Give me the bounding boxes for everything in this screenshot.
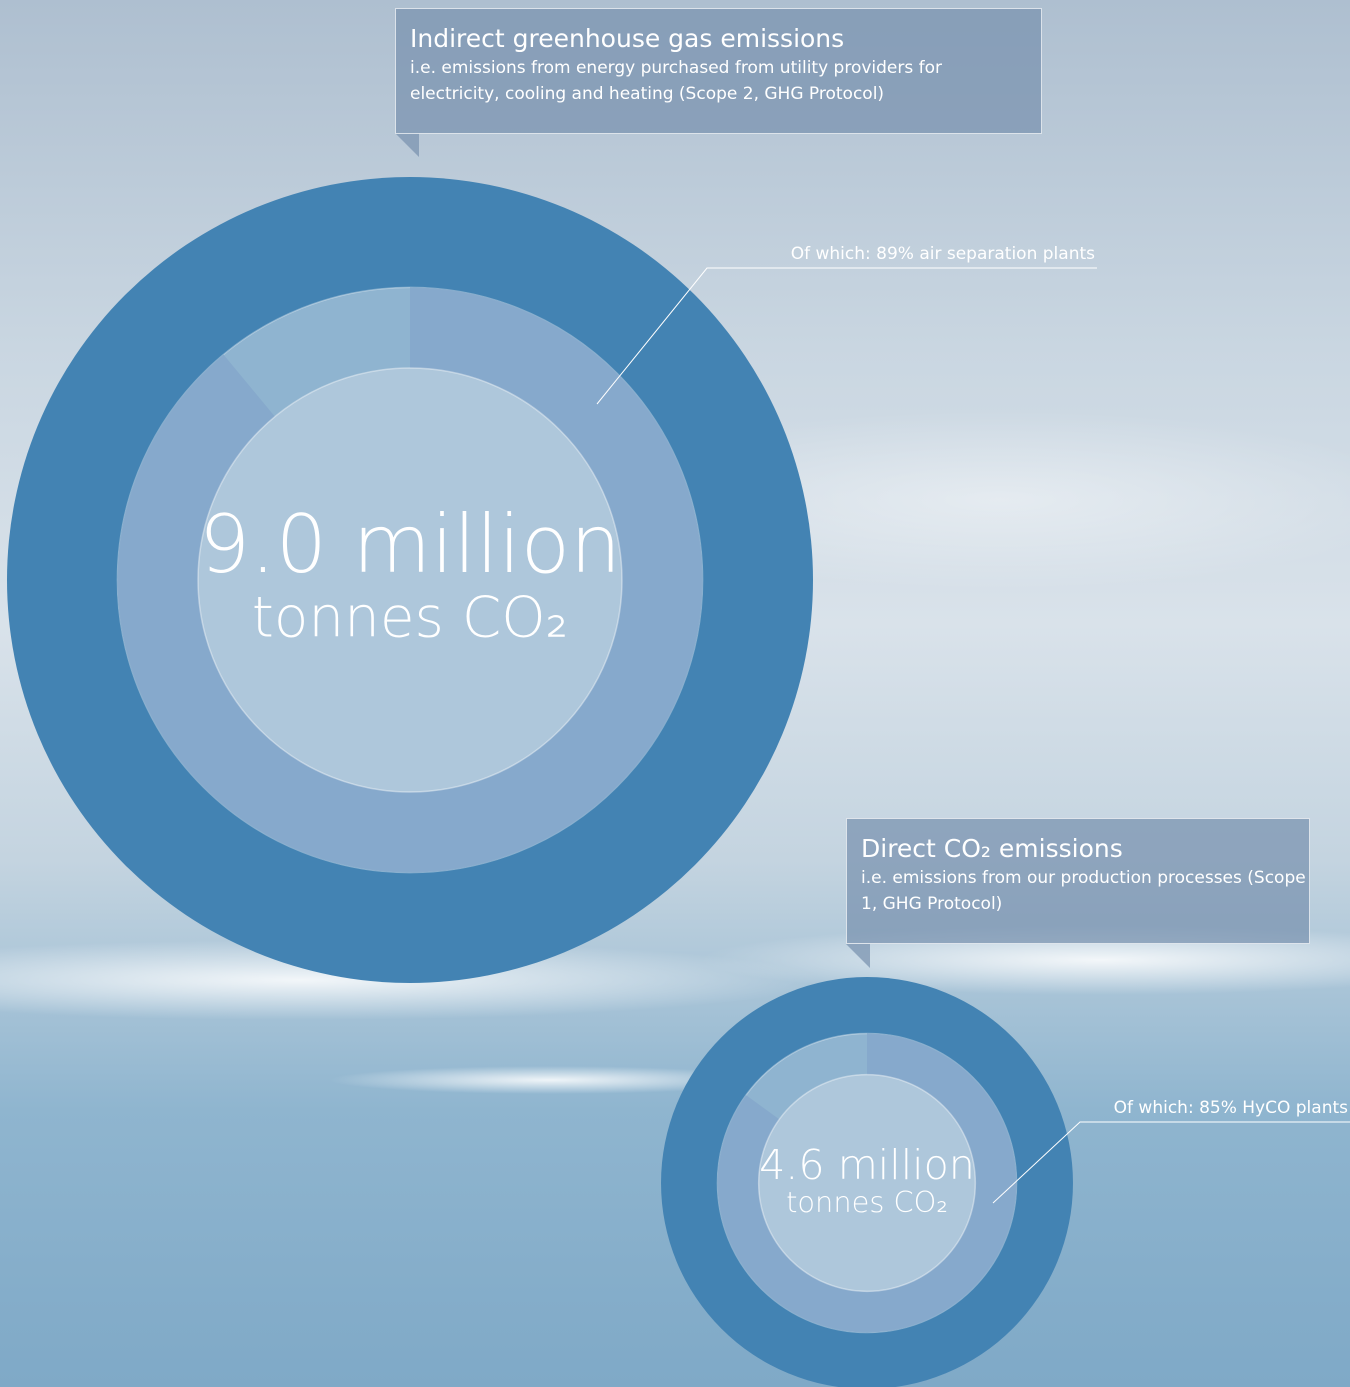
total-value: 9.0 million bbox=[199, 498, 621, 592]
callout-title: Indirect greenhouse gas emissions bbox=[410, 24, 845, 53]
callout-subtitle: i.e. emissions from energy purchased fro… bbox=[410, 58, 943, 104]
unit: tonnes CO₂ bbox=[252, 585, 569, 650]
core bbox=[757, 1073, 977, 1293]
leader-line bbox=[596, 267, 1097, 405]
callout: Direct CO₂ emissions i.e. emissions from … bbox=[846, 818, 1310, 944]
unit: tonnes CO₂ bbox=[786, 1185, 948, 1219]
callout-title: Direct CO₂ emissions bbox=[861, 834, 1123, 863]
share-label: Of which: 85% HyCO plants bbox=[1114, 1098, 1348, 1118]
callout: Indirect greenhouse gas emissions i.e. em… bbox=[395, 8, 1042, 134]
callout-tail bbox=[846, 944, 870, 968]
total-value: 4.6 million bbox=[759, 1141, 975, 1189]
share-arc bbox=[717, 1033, 1017, 1333]
callout-subtitle: i.e. emissions from our production proce… bbox=[861, 868, 1306, 914]
cloud bbox=[330, 1066, 770, 1094]
core bbox=[197, 367, 623, 793]
callout-tail bbox=[395, 133, 419, 157]
share-arc bbox=[117, 287, 703, 873]
leader-line bbox=[992, 1121, 1350, 1204]
share-label: Of which: 89% air separation plants bbox=[791, 244, 1095, 264]
